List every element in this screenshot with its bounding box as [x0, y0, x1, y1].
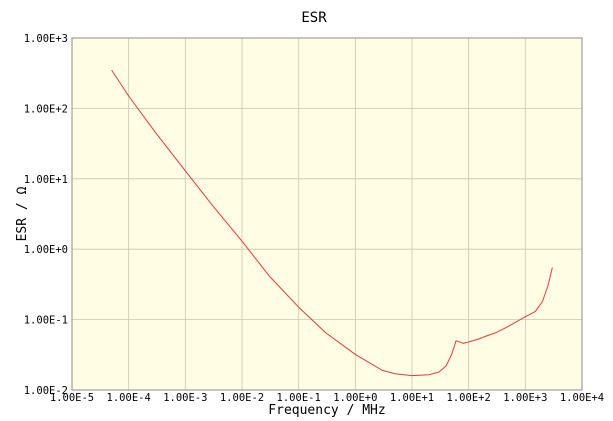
y-tick-label: 1.00E+0	[24, 244, 68, 256]
x-axis-label: Frequency / MHz	[268, 403, 385, 418]
x-tick-label: 1.00E-2	[220, 392, 264, 404]
series-group	[111, 69, 553, 377]
plot-area	[72, 38, 582, 390]
x-tick-label: 1.00E+3	[503, 392, 547, 404]
chart-title: ESR	[301, 10, 327, 26]
esr-series-line	[111, 69, 553, 377]
y-axis-label: ESR / Ω	[15, 186, 30, 241]
x-tick-label: 1.00E-3	[163, 392, 207, 404]
y-tick-label: 1.00E+2	[24, 103, 68, 115]
x-tick-label: 1.00E-4	[107, 392, 151, 404]
y-tick-label: 1.00E-1	[24, 315, 68, 327]
x-tick-label: 1.00E-1	[277, 392, 321, 404]
plot-frame	[71, 37, 583, 391]
x-tick-label: 1.00E-5	[50, 392, 94, 404]
y-tick-label: 1.00E-2	[24, 385, 68, 397]
x-tick-label: 1.00E+4	[560, 392, 604, 404]
x-tick-label: 1.00E+2	[447, 392, 491, 404]
y-tick-label: 1.00E+1	[24, 174, 68, 186]
y-tick-labels: 1.00E-2 1.00E-1 1.00E+0 1.00E+1 1.00E+2 1.00E…	[24, 33, 68, 397]
x-tick-labels: 1.00E-5 1.00E-4 1.00E-3 1.00E-2 1.00E-1 1.00E…	[50, 392, 604, 404]
x-tick-label: 1.00E+1	[390, 392, 434, 404]
y-tick-label: 1.00E+3	[24, 33, 68, 45]
x-tick-label: 1.00E+0	[333, 392, 377, 404]
